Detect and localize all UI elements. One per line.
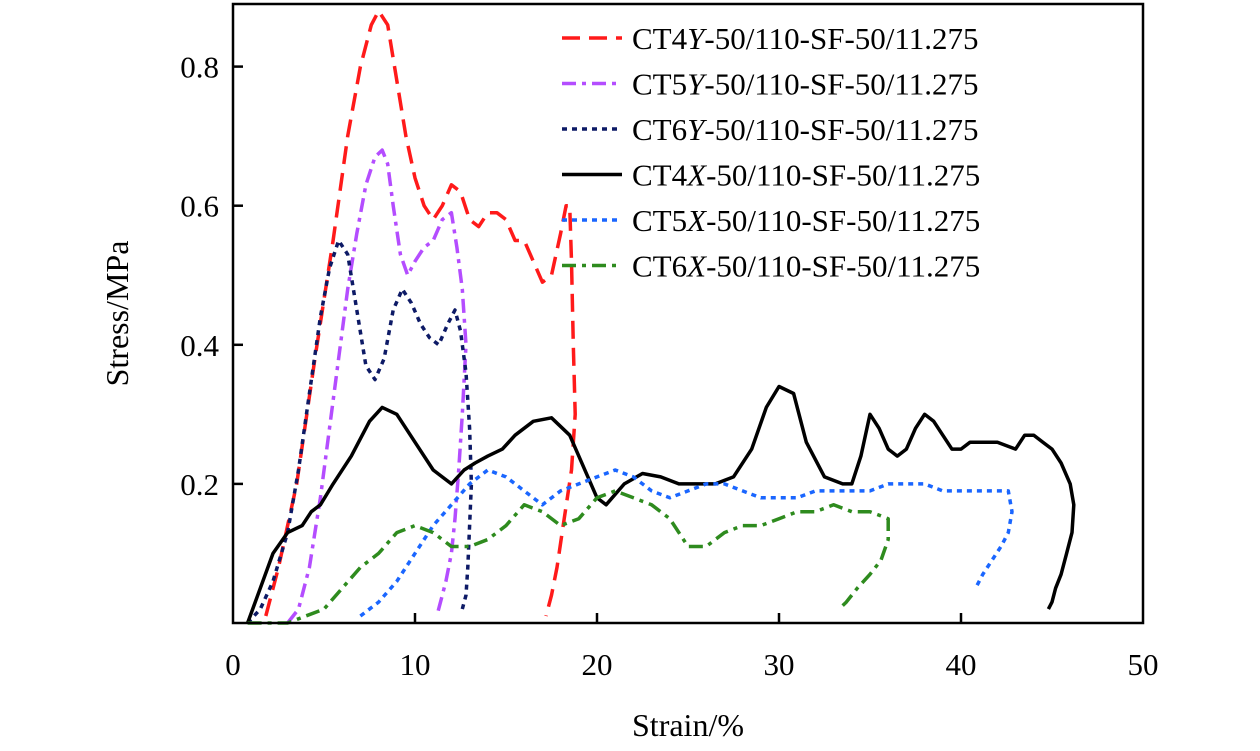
- legend-label-5: CT5X-50/110-SF-50/11.275: [632, 203, 980, 238]
- x-tick-label: 10: [400, 647, 431, 682]
- axis-tick-labels: 0 10 20 30 40 50 0.2 0.4 0.6 0.8: [180, 50, 1158, 682]
- axis-ticks: [233, 65, 963, 623]
- x-tick-label: 50: [1128, 647, 1159, 682]
- x-tick-label: 40: [946, 647, 977, 682]
- series-line-1: [264, 9, 577, 617]
- plot-area-frame: [231, 2, 1145, 625]
- y-tick-label: 0.4: [180, 328, 219, 363]
- y-tick-label: 0.2: [180, 467, 219, 502]
- y-tick-label: 0.6: [180, 189, 219, 224]
- legend-label-3: CT6Y-50/110-SF-50/11.275: [632, 112, 979, 147]
- series-line-5: [359, 468, 1014, 618]
- series-line-3: [246, 238, 474, 625]
- x-tick-label: 20: [582, 647, 613, 682]
- legend-label-6: CT6X-50/110-SF-50/11.275: [632, 249, 980, 284]
- x-tick-label: 30: [764, 647, 795, 682]
- legend-label-1: CT4Y-50/110-SF-50/11.275: [632, 21, 979, 56]
- legend-label-2: CT5Y-50/110-SF-50/11.275: [632, 67, 979, 102]
- series-lines: [245, 9, 1076, 625]
- x-tick-label: 0: [225, 647, 241, 682]
- x-axis-title: Strain/%: [632, 707, 744, 743]
- y-axis-title: Stress/MPa: [99, 241, 135, 387]
- series-line-6: [247, 489, 890, 625]
- legend: CT4Y-50/110-SF-50/11.275 CT5Y-50/110-SF-5…: [562, 21, 980, 284]
- legend-label-4: CT4X-50/110-SF-50/11.275: [632, 158, 980, 193]
- y-tick-label: 0.8: [180, 50, 219, 85]
- series-line-2: [286, 148, 468, 625]
- series-line-4: [245, 384, 1076, 624]
